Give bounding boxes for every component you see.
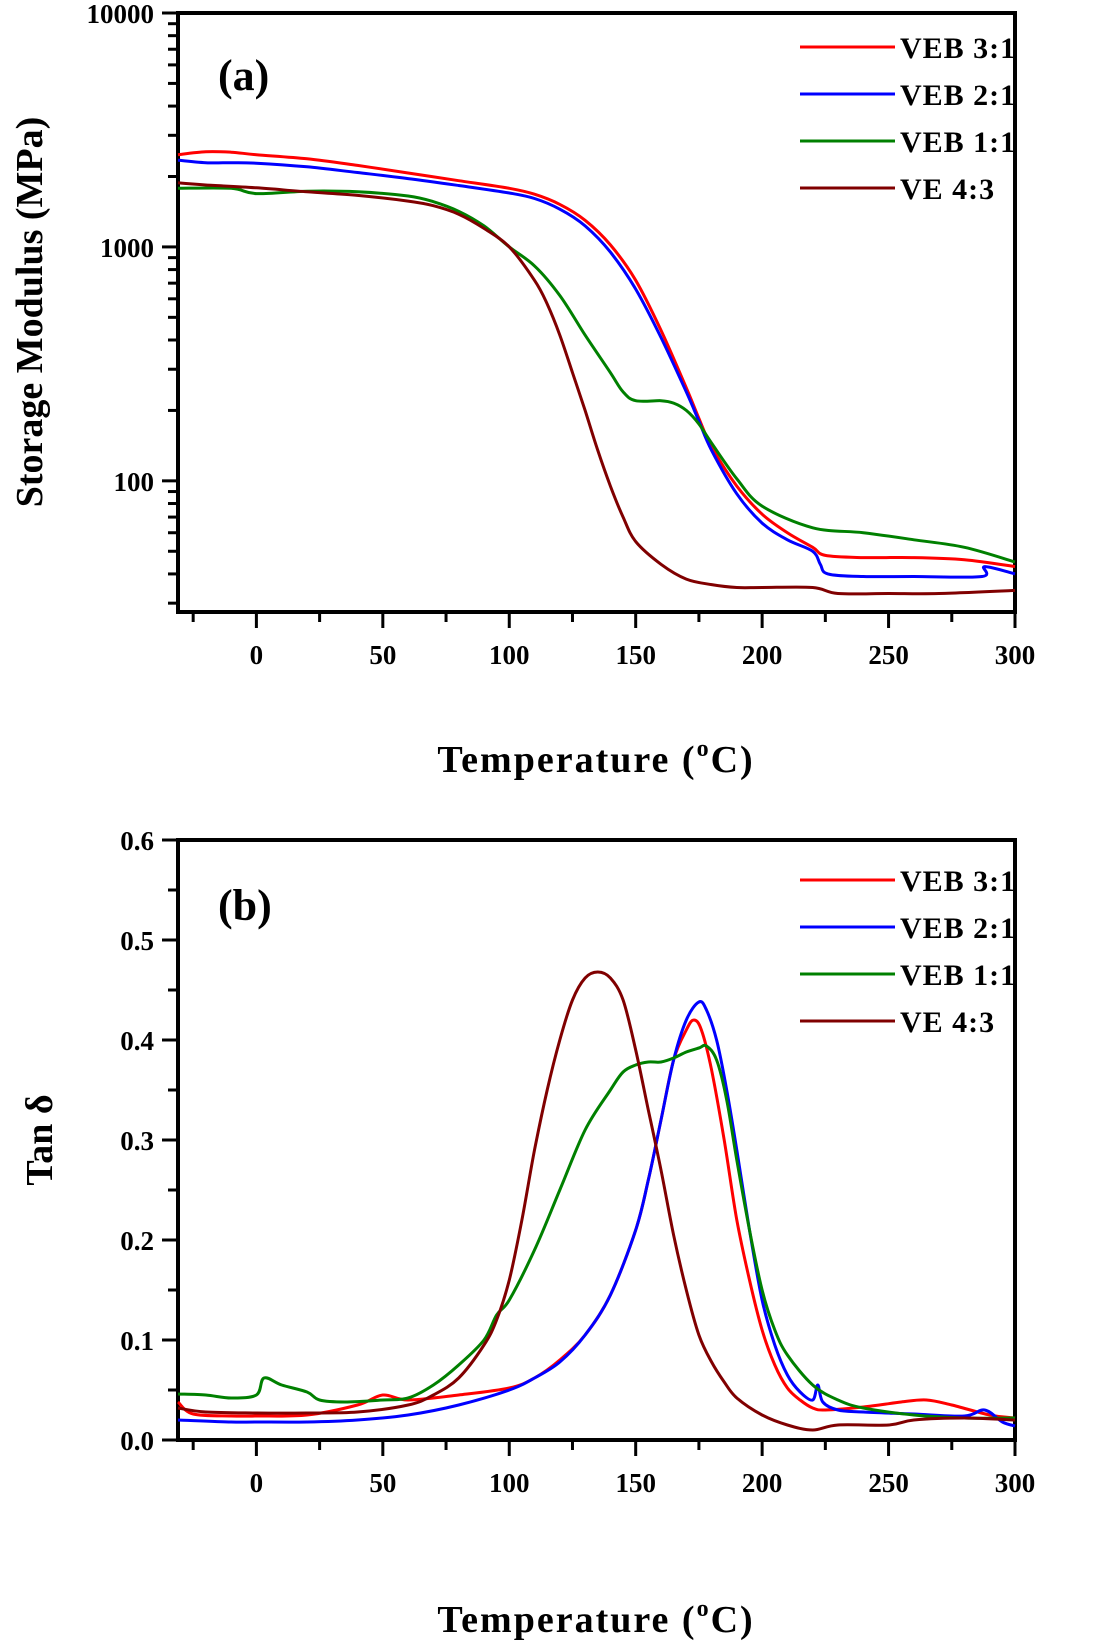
x-tick-label: 100 [489,640,530,670]
x-tick-label: 50 [369,1468,396,1498]
y-tick-label: 0.6 [120,826,154,856]
x-axis-title: Temperature (oC) [437,1596,754,1641]
series-line-veb-2-1 [177,158,1016,579]
legend: VEB 3:1 VEB 2:1 VEB 1:1 VE 4:3 [800,865,1016,1039]
legend-item: VE 4:3 [800,173,995,206]
y-tick-labels: 100 1000 10000 [87,0,155,497]
legend-label: VEB 1:1 [900,126,1016,159]
plot-frame [176,11,1017,614]
legend-item: VEB 1:1 [800,959,1016,992]
panel-label: (a) [218,51,269,100]
panel-b-tan-delta: 0 50 100 150 200 250 300 0.0 0.1 0.2 0.3 0.4 0.5 0.6… [19,826,1035,1641]
y-tick-label: 0.1 [120,1326,154,1356]
x-tick-labels: 0 50 100 150 200 250 300 [250,1468,1036,1498]
series-line-veb-1-1 [177,1043,1016,1420]
x-tick-label: 150 [615,1468,656,1498]
legend-label: VEB 3:1 [900,32,1016,65]
series-line-veb-1-1 [177,186,1016,564]
y-axis-title: Tan δ [19,1094,61,1185]
x-tick-label: 200 [742,1468,783,1498]
legend-label: VEB 3:1 [900,865,1016,898]
legend-label: VEB 2:1 [900,912,1016,945]
legend: VEB 3:1 VEB 2:1 VEB 1:1 VE 4:3 [800,32,1016,206]
x-axis-title-main: Temperature ( [437,1599,696,1641]
panel-a-storage-modulus: 0 50 100 150 200 250 300 100 1000 10000 (a) Temp… [9,0,1035,781]
y-tick-label: 0.2 [120,1226,154,1256]
legend-item: VEB 3:1 [800,865,1016,898]
series-line-veb-3-1 [177,150,1016,569]
x-axis-title-end: C) [711,1599,755,1641]
legend-item: VEB 2:1 [800,79,1016,112]
y-tick-label: 1000 [100,233,154,263]
x-tick-label: 250 [868,640,909,670]
axis-ticks [162,11,1017,628]
legend-item: VEB 2:1 [800,912,1016,945]
series-line-veb-2-1 [177,1000,1016,1428]
axis-ticks [162,838,1017,1456]
y-tick-label: 0.3 [120,1126,154,1156]
legend-label: VEB 2:1 [900,79,1016,112]
x-axis-title: Temperature (oC) [437,736,754,781]
x-tick-label: 300 [995,1468,1036,1498]
y-tick-label: 100 [114,467,155,497]
legend-item: VEB 3:1 [800,32,1016,65]
x-tick-labels: 0 50 100 150 200 250 300 [250,640,1036,670]
y-tick-label: 0.5 [120,926,154,956]
series-line-ve-4-3 [177,970,1016,1432]
series-line-ve-4-3 [177,181,1016,596]
y-tick-label: 10000 [87,0,155,29]
x-tick-label: 100 [489,1468,530,1498]
x-tick-label: 150 [615,640,656,670]
x-axis-title-sup: o [697,1596,711,1622]
y-tick-label: 0.0 [120,1426,154,1456]
x-axis-title-end: C) [711,739,755,781]
series-line-veb-3-1 [176,1018,1016,1420]
y-axis-title: Storage Modulus (MPa) [9,117,51,508]
y-tick-labels: 0.0 0.1 0.2 0.3 0.4 0.5 0.6 [120,826,154,1456]
x-tick-label: 300 [995,640,1036,670]
x-axis-title-main: Temperature ( [437,739,696,781]
plot-frame [176,838,1017,1442]
curves [176,970,1016,1432]
legend-item: VE 4:3 [800,1006,995,1039]
x-tick-label: 0 [250,1468,264,1498]
x-tick-label: 50 [369,640,396,670]
curves [177,150,1016,596]
x-axis-title-sup: o [697,736,711,762]
legend-label: VEB 1:1 [900,959,1016,992]
x-tick-label: 250 [868,1468,909,1498]
panel-label: (b) [218,881,272,930]
y-tick-label: 0.4 [120,1026,154,1056]
x-tick-label: 200 [742,640,783,670]
legend-label: VE 4:3 [900,1006,995,1039]
legend-label: VE 4:3 [900,173,995,206]
legend-item: VEB 1:1 [800,126,1016,159]
x-tick-label: 0 [250,640,264,670]
